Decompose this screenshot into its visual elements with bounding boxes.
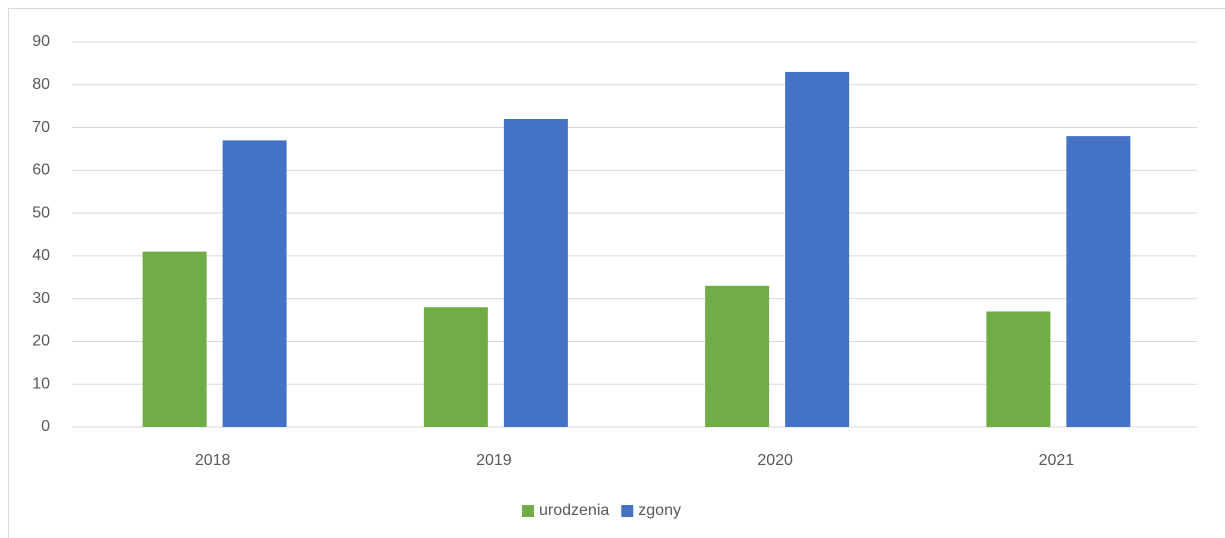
chart-border (8, 8, 1225, 538)
bar (222, 140, 287, 427)
bar (986, 311, 1051, 427)
bar (785, 71, 850, 427)
y-tick-label: 70 (32, 119, 50, 136)
x-tick-label: 2018 (195, 452, 231, 469)
legend-label: zgony (638, 502, 681, 519)
y-tick-label: 50 (32, 204, 50, 221)
y-tick-label: 30 (32, 290, 50, 307)
x-tick-label: 2020 (757, 452, 793, 469)
bar (1066, 136, 1131, 427)
y-tick-label: 80 (32, 76, 50, 93)
bar (503, 119, 568, 427)
y-tick-label: 60 (32, 162, 50, 179)
legend-swatch (621, 505, 634, 517)
y-tick-label: 20 (32, 333, 50, 350)
bar (705, 285, 770, 427)
y-tick-label: 0 (41, 418, 50, 435)
y-tick-label: 90 (32, 33, 50, 50)
bar (423, 307, 488, 427)
legend-label: urodzenia (539, 502, 609, 519)
y-tick-label: 40 (32, 247, 50, 264)
legend-swatch (522, 505, 534, 517)
x-tick-label: 2019 (476, 452, 512, 469)
x-tick-label: 2021 (1039, 452, 1075, 469)
y-tick-label: 10 (32, 375, 50, 392)
bar (142, 251, 207, 427)
